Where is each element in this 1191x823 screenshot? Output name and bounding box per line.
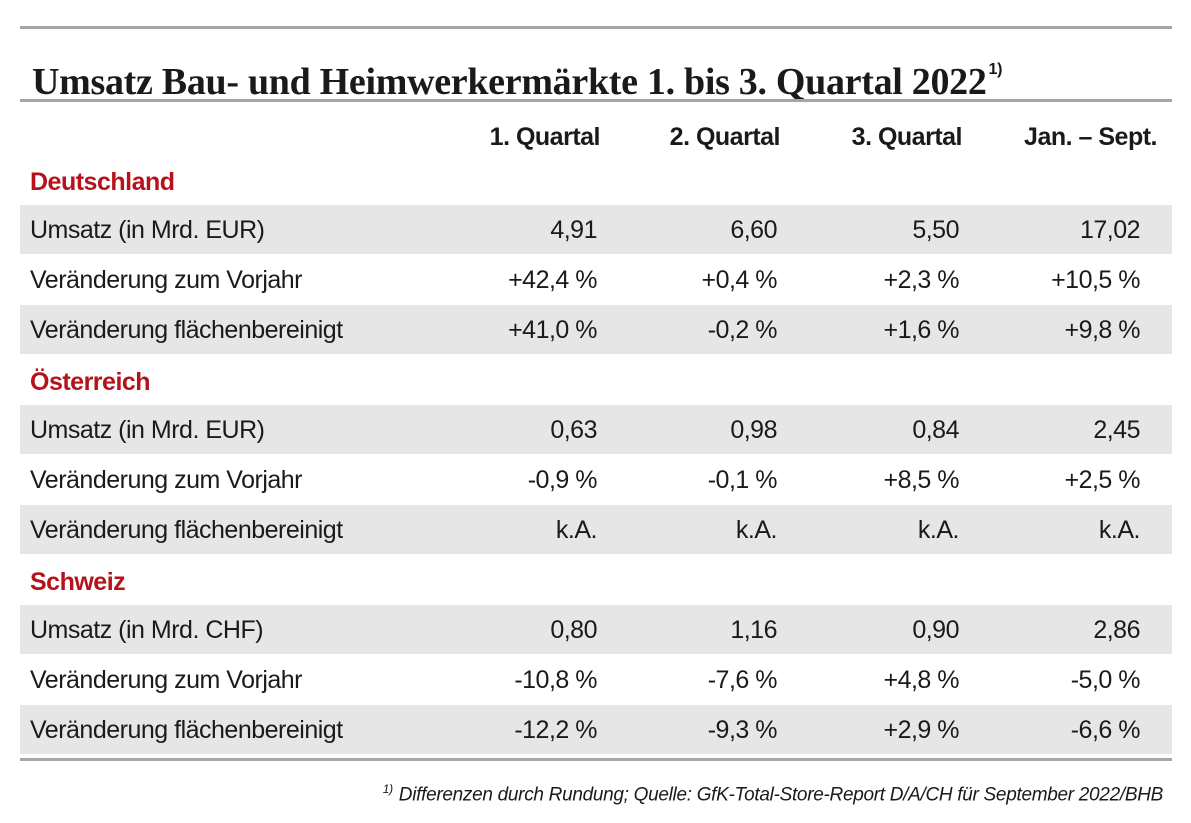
footnote: 1) Differenzen durch Rundung; Quelle: GfK… [382,782,1164,806]
column-header: 3. Quartal [851,123,963,151]
data-row: Veränderung flächenbereinigt +41,0 % -0,2 … [20,305,1172,354]
row-label: Veränderung zum Vorjahr [30,466,303,494]
value-cell: -9,3 % [707,716,778,744]
row-label: Veränderung zum Vorjahr [30,266,303,294]
data-row: Veränderung zum Vorjahr -10,8 % -7,6 % +4,8… [20,655,1172,704]
value-cell: k.A. [917,516,960,544]
value-cell: -6,6 % [1070,716,1141,744]
value-cell: 5,50 [912,216,959,244]
column-header: 2. Quartal [669,123,781,151]
footnote-text: Differenzen durch Rundung; Quelle: GfK-T… [398,784,1164,806]
value-cell: +42,4 % [508,266,597,294]
value-cell: +9,8 % [1064,316,1140,344]
value-cell: 4,91 [550,216,597,244]
value-cell: +1,6 % [883,316,959,344]
value-cell: -0,9 % [527,466,598,494]
value-cell: +2,9 % [883,716,959,744]
section-row: Österreich [20,357,1172,406]
row-label: Veränderung flächenbereinigt [30,316,343,344]
data-row: Veränderung zum Vorjahr -0,9 % -0,1 % +8,5 … [20,455,1172,504]
section-row: Schweiz [20,557,1172,606]
value-cell: +41,0 % [508,316,597,344]
section-title: Schweiz [30,568,126,596]
data-row: Umsatz (in Mrd. EUR) 0,63 0,98 0,84 2,45 [20,405,1172,454]
value-cell: -5,0 % [1070,666,1141,694]
bottom-rule [20,758,1172,761]
value-cell: 17,02 [1079,216,1141,244]
value-cell: +4,8 % [883,666,959,694]
value-cell: 0,63 [550,416,597,444]
value-cell: -10,8 % [514,666,597,694]
title-rule [20,99,1172,102]
value-cell: -0,1 % [707,466,778,494]
row-label: Veränderung zum Vorjahr [30,666,303,694]
value-cell: k.A. [735,516,778,544]
value-cell: k.A. [555,516,598,544]
value-cell: 0,98 [730,416,777,444]
value-cell: 6,60 [730,216,777,244]
value-cell: k.A. [1098,516,1141,544]
data-row: Veränderung flächenbereinigt -12,2 % -9,3 … [20,705,1172,754]
title: Umsatz Bau- und Heimwerkermärkte 1. bis … [32,50,1002,102]
data-row: Veränderung flächenbereinigt k.A. k.A. k.A.… [20,505,1172,554]
value-cell: 0,80 [550,616,597,644]
value-cell: +2,3 % [883,266,959,294]
title-text: Umsatz Bau- und Heimwerkermärkte 1. bis … [32,61,987,103]
value-cell: -12,2 % [514,716,597,744]
value-cell: 2,45 [1093,416,1140,444]
top-rule [20,26,1172,29]
value-cell: -0,2 % [707,316,778,344]
title-note: 1) [988,61,1003,78]
value-cell: 1,16 [730,616,777,644]
section-title: Deutschland [30,168,175,196]
row-label: Umsatz (in Mrd. EUR) [30,416,265,444]
section-row: Deutschland [20,157,1172,206]
value-cell: +10,5 % [1051,266,1140,294]
row-label: Veränderung flächenbereinigt [30,716,343,744]
value-cell: +0,4 % [701,266,777,294]
value-cell: 0,84 [912,416,959,444]
value-cell: 2,86 [1093,616,1140,644]
column-header: 1. Quartal [489,123,601,151]
value-cell: 0,90 [912,616,959,644]
header-row: 1. Quartal 2. Quartal 3. Quartal Jan. – Sep… [20,112,1172,161]
value-cell: +2,5 % [1064,466,1140,494]
data-row: Umsatz (in Mrd. CHF) 0,80 1,16 0,90 2,86 [20,605,1172,654]
value-cell: -7,6 % [707,666,778,694]
value-cell: +8,5 % [883,466,959,494]
row-label: Veränderung flächenbereinigt [30,516,343,544]
section-title: Österreich [30,368,151,396]
footnote-marker: 1) [382,782,393,796]
data-row: Veränderung zum Vorjahr +42,4 % +0,4 % +2,3… [20,255,1172,304]
row-label: Umsatz (in Mrd. CHF) [30,616,264,644]
data-row: Umsatz (in Mrd. EUR) 4,91 6,60 5,50 17,02 [20,205,1172,254]
row-label: Umsatz (in Mrd. EUR) [30,216,265,244]
column-header: Jan. – Sept. [1024,123,1157,151]
